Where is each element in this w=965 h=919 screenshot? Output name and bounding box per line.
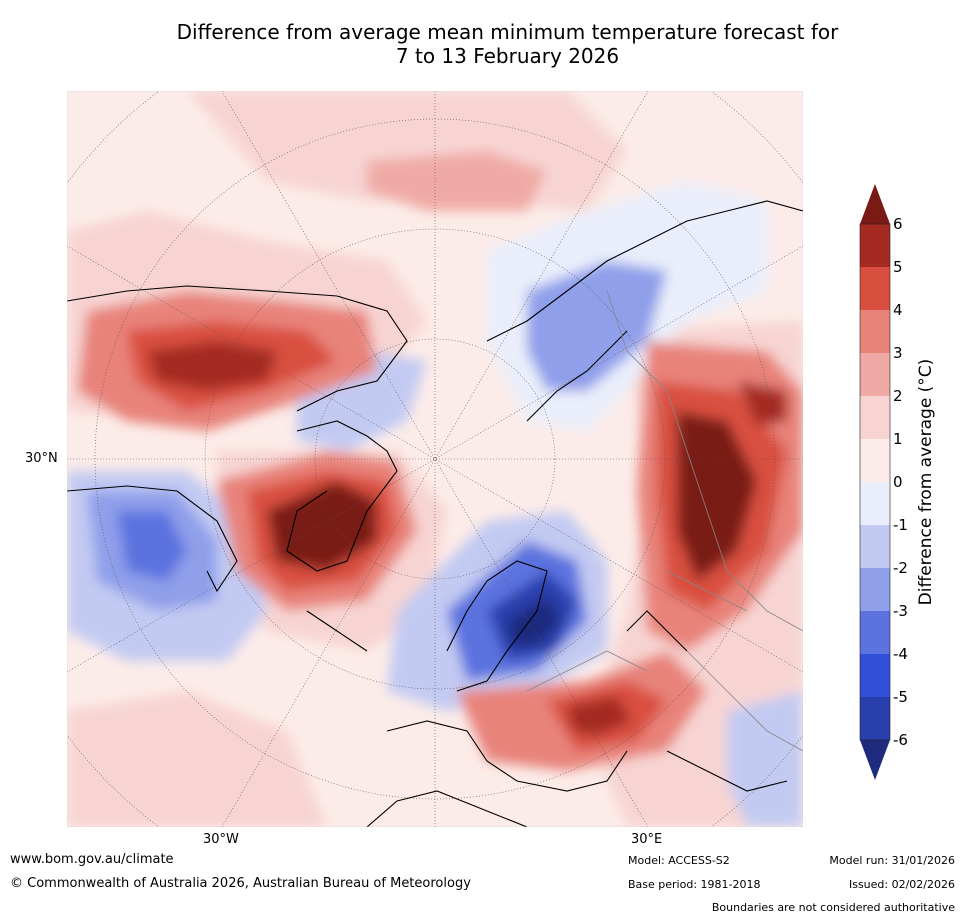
- footer-base-period: Base period: 1981-2018: [628, 878, 761, 891]
- footer-issued: Issued: 02/02/2026: [848, 878, 955, 891]
- colorbar-segment-cm5_m4: [860, 654, 890, 697]
- colorbar-tick-label: 2: [893, 387, 903, 405]
- southwest-anomaly: [67, 691, 327, 827]
- caspian-warm-max: [737, 381, 787, 426]
- latitude-label-30n: 30°N: [25, 451, 58, 466]
- colorbar-segment-c3_4: [860, 310, 890, 353]
- siberia-cool-core: [527, 261, 667, 391]
- colorbar-segment-cm6_m5: [860, 697, 890, 740]
- greenland-warm-max: [267, 481, 377, 571]
- coastlines: [67, 200, 803, 827]
- colorbar-segment-cm3_m2: [860, 568, 890, 611]
- colorbar-tick-label: 4: [893, 301, 903, 319]
- colorbar-segment-c0_1: [860, 439, 890, 482]
- east-asia-cool-anomaly: [727, 691, 803, 827]
- colorbar-segment-c5_6: [860, 224, 890, 267]
- footer-model-run: Model run: 31/01/2026: [829, 854, 955, 867]
- colorbar-tick-label: 1: [893, 430, 903, 448]
- longitude-label-30e: 30°E: [631, 832, 663, 847]
- colorbar-tick-label: 0: [893, 473, 903, 491]
- colorbar-outline: [859, 223, 891, 741]
- footer-copyright: © Commonwealth of Australia 2026, Austra…: [10, 876, 471, 891]
- colorbar-tick-label: -6: [893, 731, 908, 749]
- forecast-map: [67, 91, 803, 827]
- colorbar-title: Difference from average (°C): [916, 358, 936, 606]
- colorbar-tick-label: -5: [893, 688, 908, 706]
- footer-disclaimer: Boundaries are not considered authoritat…: [711, 901, 955, 914]
- footer-url[interactable]: www.bom.gov.au/climate: [10, 852, 174, 867]
- colorbar: [859, 184, 891, 780]
- colorbar-segment-cm2_m1: [860, 525, 890, 568]
- north-america-cool-max: [117, 511, 187, 581]
- country-borders: [526, 290, 803, 752]
- colorbar-tick-label: -3: [893, 602, 908, 620]
- balkan-warm-max: [567, 696, 632, 736]
- colorbar-segment-c4_5: [860, 267, 890, 310]
- title-line-1: Difference from average mean minimum tem…: [176, 20, 839, 44]
- footer-model: Model: ACCESS-S2: [628, 854, 730, 867]
- colorbar-tick-label: 6: [893, 215, 903, 233]
- longitude-label-30w: 30°W: [203, 832, 239, 847]
- colorbar-tick-label: 5: [893, 258, 903, 276]
- colorbar-segment-cm4_m3: [860, 611, 890, 654]
- colorbar-segment-c2_3: [860, 353, 890, 396]
- colorbar-tick-label: 3: [893, 344, 903, 362]
- alaska-warm-max: [147, 341, 277, 391]
- colorbar-tick-label: -2: [893, 559, 908, 577]
- graticule: [67, 91, 803, 827]
- russia-warm-max: [677, 411, 757, 581]
- bering-anomaly: [367, 151, 547, 211]
- colorbar-tick-label: -4: [893, 645, 908, 663]
- title-line-2: 7 to 13 February 2026: [395, 44, 620, 68]
- chart-title: Difference from average mean minimum tem…: [60, 20, 955, 68]
- anomaly-field: [67, 91, 803, 827]
- colorbar-segment-c1_2: [860, 396, 890, 439]
- colorbar-extend-under: [860, 740, 890, 780]
- colorbar-segment-cm1_0: [860, 482, 890, 525]
- colorbar-tick-label: -1: [893, 516, 908, 534]
- colorbar-extend-over: [860, 184, 890, 224]
